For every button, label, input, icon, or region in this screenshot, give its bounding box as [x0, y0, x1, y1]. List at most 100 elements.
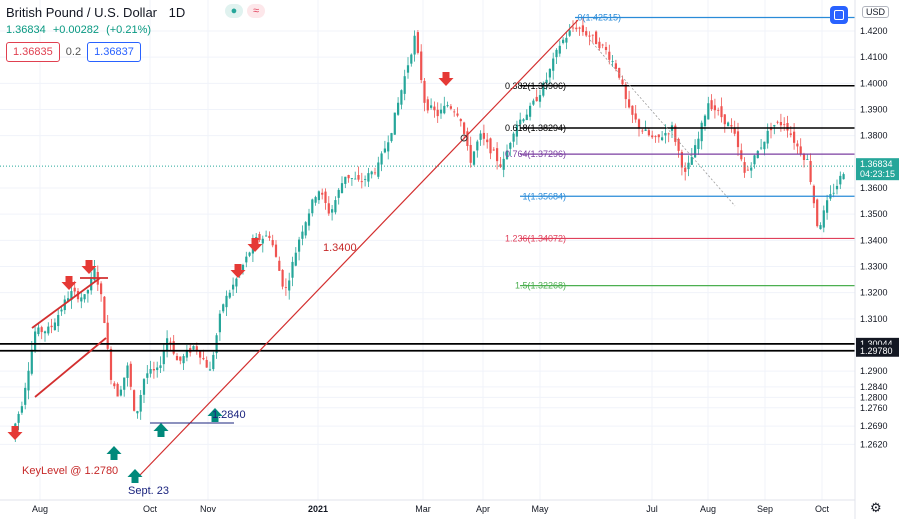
candle-body	[664, 132, 667, 136]
data-delay-icon[interactable]: ≈	[247, 4, 265, 18]
candle-body	[416, 32, 419, 53]
candle-body	[298, 239, 301, 252]
candle-body	[446, 105, 449, 107]
last-price: 1.36834	[6, 24, 46, 36]
candle-body	[463, 122, 466, 134]
time-tick-label: Oct	[815, 504, 830, 514]
candle-body	[509, 143, 512, 149]
candle-body	[142, 379, 146, 395]
candle-body	[380, 153, 383, 165]
candle-body	[687, 162, 690, 170]
candle-body	[598, 41, 601, 49]
candle-body	[763, 141, 766, 150]
candle-body	[288, 280, 291, 291]
candle-body	[674, 125, 677, 142]
candle-body	[410, 54, 413, 64]
price-tick-label: 1.2690	[860, 421, 888, 431]
candle-body	[525, 114, 528, 121]
candle-body	[502, 158, 505, 170]
candle-body	[109, 348, 113, 380]
up-arrow-icon	[153, 423, 169, 437]
candle-body	[169, 341, 172, 343]
candle-body	[192, 346, 195, 350]
candle-body	[753, 155, 756, 165]
candle-body	[604, 46, 608, 50]
candle-body	[377, 162, 380, 177]
candle-body	[367, 173, 370, 182]
candle-body	[126, 365, 129, 378]
candle-body	[614, 63, 617, 69]
candle-body	[314, 197, 317, 203]
candle-body	[271, 240, 274, 246]
candle-body	[760, 147, 763, 149]
candle-body	[789, 133, 792, 135]
candle-body	[486, 139, 489, 143]
price-tick-label: 1.3500	[860, 209, 888, 219]
candle-body	[812, 185, 815, 204]
candle-body	[156, 367, 159, 371]
candle-body	[740, 150, 743, 160]
up-arrow-icon	[207, 408, 223, 422]
price-tick-label: 1.2840	[860, 382, 888, 392]
channel-lower-line	[34, 337, 107, 398]
price-tick-label: 1.3900	[860, 105, 888, 115]
candle-body	[713, 105, 716, 111]
candle-body	[37, 327, 40, 335]
candle-body	[453, 111, 456, 113]
candle-body	[370, 171, 373, 175]
price-tick-label: 1.3400	[860, 235, 888, 245]
gear-icon[interactable]: ⚙	[870, 500, 882, 515]
buy-button[interactable]: 1.36837	[87, 42, 141, 62]
candle-body	[57, 314, 60, 327]
countdown-label: 04:23:15	[860, 169, 895, 179]
price-axis-bg	[855, 0, 900, 519]
interval-label[interactable]: 1D	[168, 5, 186, 20]
down-arrow-icon	[7, 426, 23, 440]
candle-body	[301, 231, 304, 239]
candle-body	[350, 178, 353, 179]
market-status-icon[interactable]: ●	[225, 4, 243, 18]
candle-body	[575, 27, 578, 30]
candle-body	[321, 192, 324, 195]
candle-body	[344, 176, 347, 184]
candle-body	[139, 395, 142, 412]
quote-line: 1.36834 +0.00282 (+0.21%)	[6, 24, 155, 36]
candle-body	[700, 122, 703, 142]
fib-level-label: 1(1.35684)	[522, 191, 566, 201]
fib-level-label: 0(1.42515)	[577, 13, 621, 23]
price-axis[interactable]: 1.4200 1.4100 1.4000 1.3900 1.3800 1.3600 1.35…	[854, 0, 900, 519]
time-axis[interactable]: Aug Oct Nov 2021 Mar Apr May Jul Aug Sep Oct	[0, 499, 855, 514]
candle-body	[413, 35, 416, 55]
currency-selector[interactable]: USD	[862, 6, 890, 18]
chart-annotation: Sept. 23	[128, 485, 169, 497]
candle-body	[819, 225, 822, 230]
sell-button[interactable]: 1.36835	[6, 42, 60, 62]
candle-body	[133, 390, 136, 411]
candle-body	[565, 37, 568, 43]
candle-body	[420, 51, 423, 81]
candle-body	[727, 122, 730, 127]
fullscreen-icon[interactable]	[830, 6, 848, 24]
candle-body	[317, 191, 320, 201]
chart-grid	[0, 0, 855, 500]
time-tick-label: Oct	[143, 504, 158, 514]
chart-header: British Pound / U.S. Dollar 1D	[6, 5, 185, 20]
candle-body	[697, 138, 700, 150]
candle-body	[651, 135, 654, 138]
candle-body	[667, 133, 670, 135]
candle-body	[34, 331, 37, 351]
candle-body	[489, 138, 492, 154]
candle-body	[70, 291, 73, 301]
candle-body	[172, 341, 175, 354]
candle-body	[505, 150, 509, 160]
symbol-title[interactable]: British Pound / U.S. Dollar	[6, 5, 158, 20]
candle-body	[618, 67, 621, 78]
candle-body	[360, 181, 363, 183]
candle-body	[637, 119, 641, 129]
candle-body	[228, 292, 231, 298]
candle-body	[179, 356, 182, 361]
candle-body	[162, 350, 165, 365]
fib-level-label: 0.764(1.37296)	[505, 149, 566, 159]
candle-body	[311, 199, 314, 214]
